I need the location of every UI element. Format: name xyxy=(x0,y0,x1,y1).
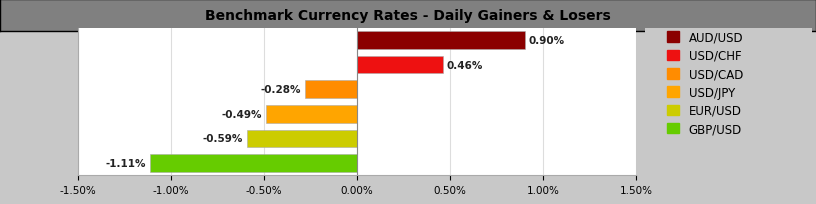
Text: Benchmark Currency Rates - Daily Gainers & Losers: Benchmark Currency Rates - Daily Gainers… xyxy=(205,9,611,23)
Bar xyxy=(357,32,525,50)
Text: 0.90%: 0.90% xyxy=(529,36,565,46)
Bar xyxy=(150,154,357,172)
Bar xyxy=(247,130,357,147)
Text: -0.49%: -0.49% xyxy=(221,109,262,119)
Text: -0.59%: -0.59% xyxy=(203,134,243,144)
Bar xyxy=(266,105,357,123)
Bar xyxy=(305,81,357,99)
Legend: AUD/USD, USD/CHF, USD/CAD, USD/JPY, EUR/USD, GBP/USD: AUD/USD, USD/CHF, USD/CAD, USD/JPY, EUR/… xyxy=(667,31,743,135)
Text: -0.28%: -0.28% xyxy=(260,85,301,95)
Text: 0.46%: 0.46% xyxy=(446,60,483,70)
Text: -1.11%: -1.11% xyxy=(106,158,146,168)
Bar xyxy=(357,57,443,74)
